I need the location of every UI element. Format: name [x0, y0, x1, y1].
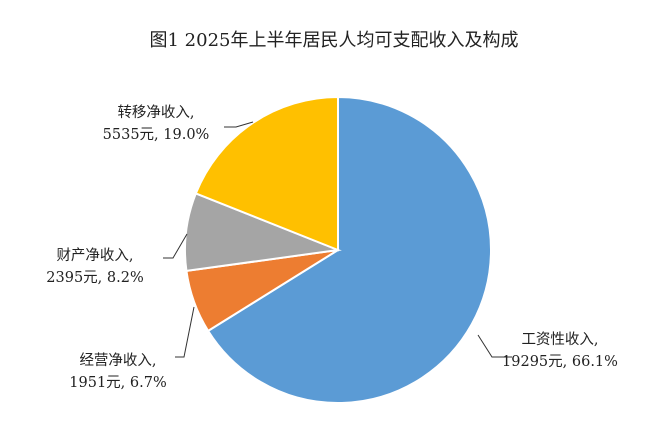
slice-label-value-1: 19295元, 66.1% — [502, 354, 618, 370]
leader-line-1 — [477, 334, 512, 358]
leader-line-3 — [163, 233, 188, 259]
slice-label-name-4: 转移净收入, — [117, 104, 194, 121]
pie-slice-4 — [194, 95, 339, 252]
slice-label-value-4: 5535元, 19.0% — [103, 127, 210, 143]
pie-slices — [184, 95, 492, 404]
leader-line-2 — [175, 306, 195, 358]
slice-label-name-1: 工资性收入, — [521, 331, 598, 348]
leader-line-4 — [224, 121, 254, 128]
pie-slice-1 — [206, 95, 492, 404]
slice-label-name-3: 财产净收入, — [56, 247, 133, 264]
slice-label-value-2: 1951元, 6.7% — [69, 375, 166, 391]
leader-lines — [163, 121, 512, 358]
chart-title: 图1 2025年上半年居民人均可支配收入及构成 — [150, 30, 519, 51]
slice-labels: 工资性收入, 19295元, 66.1% 经营净收入, 1951元, 6.7% 财产净收… — [46, 104, 618, 391]
slice-label-value-3: 2395元, 8.2% — [46, 270, 143, 286]
slice-label-name-2: 经营净收入, — [79, 352, 156, 369]
